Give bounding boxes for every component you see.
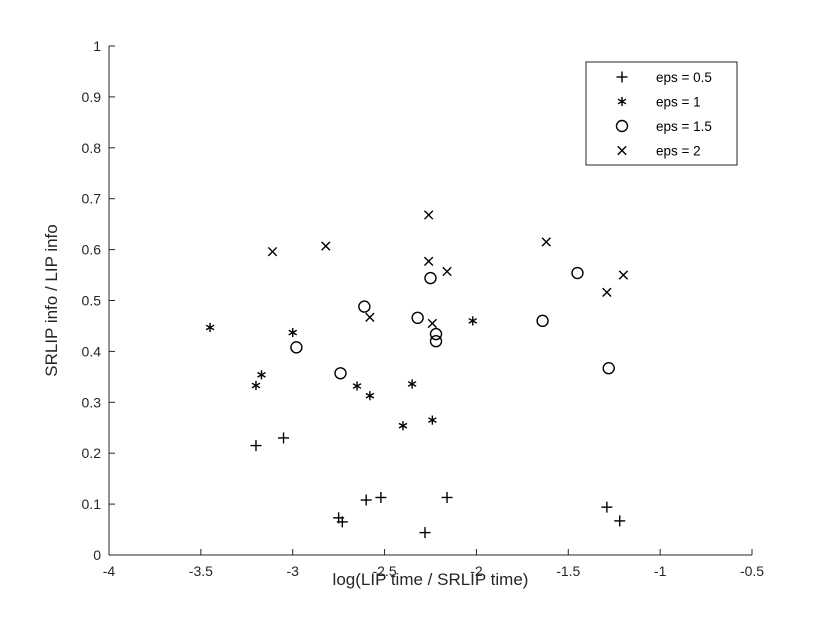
data-point <box>257 370 266 380</box>
y-tick-label: 0 <box>93 547 101 563</box>
data-point <box>334 367 347 380</box>
data-point <box>571 266 584 280</box>
data-point <box>278 432 290 444</box>
data-point <box>267 246 278 257</box>
data-point <box>407 379 417 389</box>
data-point <box>365 312 375 322</box>
data-point <box>375 491 387 503</box>
data-point <box>602 287 612 298</box>
data-point <box>424 271 437 285</box>
data-point <box>321 241 331 251</box>
data-points <box>205 210 629 539</box>
data-point <box>411 311 424 325</box>
legend-marker <box>617 96 627 107</box>
x-tick-label: -2 <box>470 563 483 579</box>
y-tick-label: 1 <box>93 38 101 54</box>
data-point <box>336 516 348 528</box>
data-point <box>442 266 452 277</box>
series-4 <box>267 210 629 329</box>
legend-marker <box>616 71 628 83</box>
data-point <box>618 270 629 280</box>
data-point <box>352 381 362 391</box>
legend-label: eps = 0.5 <box>656 70 712 85</box>
y-tick-label: 0.6 <box>82 242 102 258</box>
x-tick-label: -3 <box>286 563 299 579</box>
data-point <box>429 327 443 341</box>
legend-marker <box>615 119 629 133</box>
data-point <box>250 440 262 452</box>
y-tick-label: 0.9 <box>82 89 102 105</box>
data-point <box>541 237 551 247</box>
x-axis-title: log(LIP time / SRLIP time) <box>333 570 529 589</box>
legend-label: eps = 2 <box>656 144 701 159</box>
data-point <box>441 491 453 503</box>
data-point <box>614 515 626 527</box>
data-point <box>428 415 437 425</box>
data-point <box>601 501 613 513</box>
series-2 <box>205 316 478 431</box>
y-tick-label: 0.2 <box>82 445 102 461</box>
x-tick-label: -4 <box>103 563 116 579</box>
legend: eps = 0.5 eps = 1 eps = 1.5 eps = 2 <box>585 61 738 166</box>
data-point <box>288 327 298 338</box>
data-point <box>398 421 408 431</box>
data-point <box>290 341 303 354</box>
data-point <box>602 361 615 375</box>
data-point <box>360 494 372 506</box>
x-tick-label: -2.5 <box>373 563 397 579</box>
data-point <box>423 210 434 220</box>
data-point <box>429 335 443 348</box>
x-tick-label: -1 <box>654 563 667 579</box>
data-point <box>358 300 371 313</box>
data-point <box>536 314 549 328</box>
legend-box <box>585 61 738 166</box>
y-axis: 0 0.1 0.2 0.3 0.4 0.5 0.6 0.7 0.8 0.9 1 <box>82 38 115 563</box>
series-3 <box>290 266 615 380</box>
y-tick-label: 0.4 <box>82 343 102 359</box>
y-tick-label: 0.8 <box>82 140 102 156</box>
x-tick-label: -0.5 <box>740 563 764 579</box>
y-axis-title: SRLIP info / LIP info <box>42 224 61 376</box>
data-point <box>419 527 431 539</box>
data-point <box>423 256 434 267</box>
data-point <box>251 380 261 391</box>
legend-label: eps = 1.5 <box>656 119 712 134</box>
x-tick-label: -1.5 <box>556 563 580 579</box>
y-tick-label: 0.7 <box>82 191 102 207</box>
x-axis: -4 -3.5 -3 -2.5 -2 -1.5 -1 -0.5 <box>103 549 764 579</box>
data-point <box>427 318 438 329</box>
y-tick-label: 0.5 <box>82 293 102 309</box>
data-point <box>365 391 375 401</box>
data-point <box>468 316 478 326</box>
y-tick-label: 0.1 <box>82 496 102 512</box>
legend-marker <box>617 145 627 156</box>
x-tick-label: -3.5 <box>189 563 213 579</box>
y-tick-label: 0.3 <box>82 394 102 410</box>
legend-label: eps = 1 <box>656 95 701 110</box>
data-point <box>205 322 215 333</box>
series-1 <box>250 432 626 539</box>
